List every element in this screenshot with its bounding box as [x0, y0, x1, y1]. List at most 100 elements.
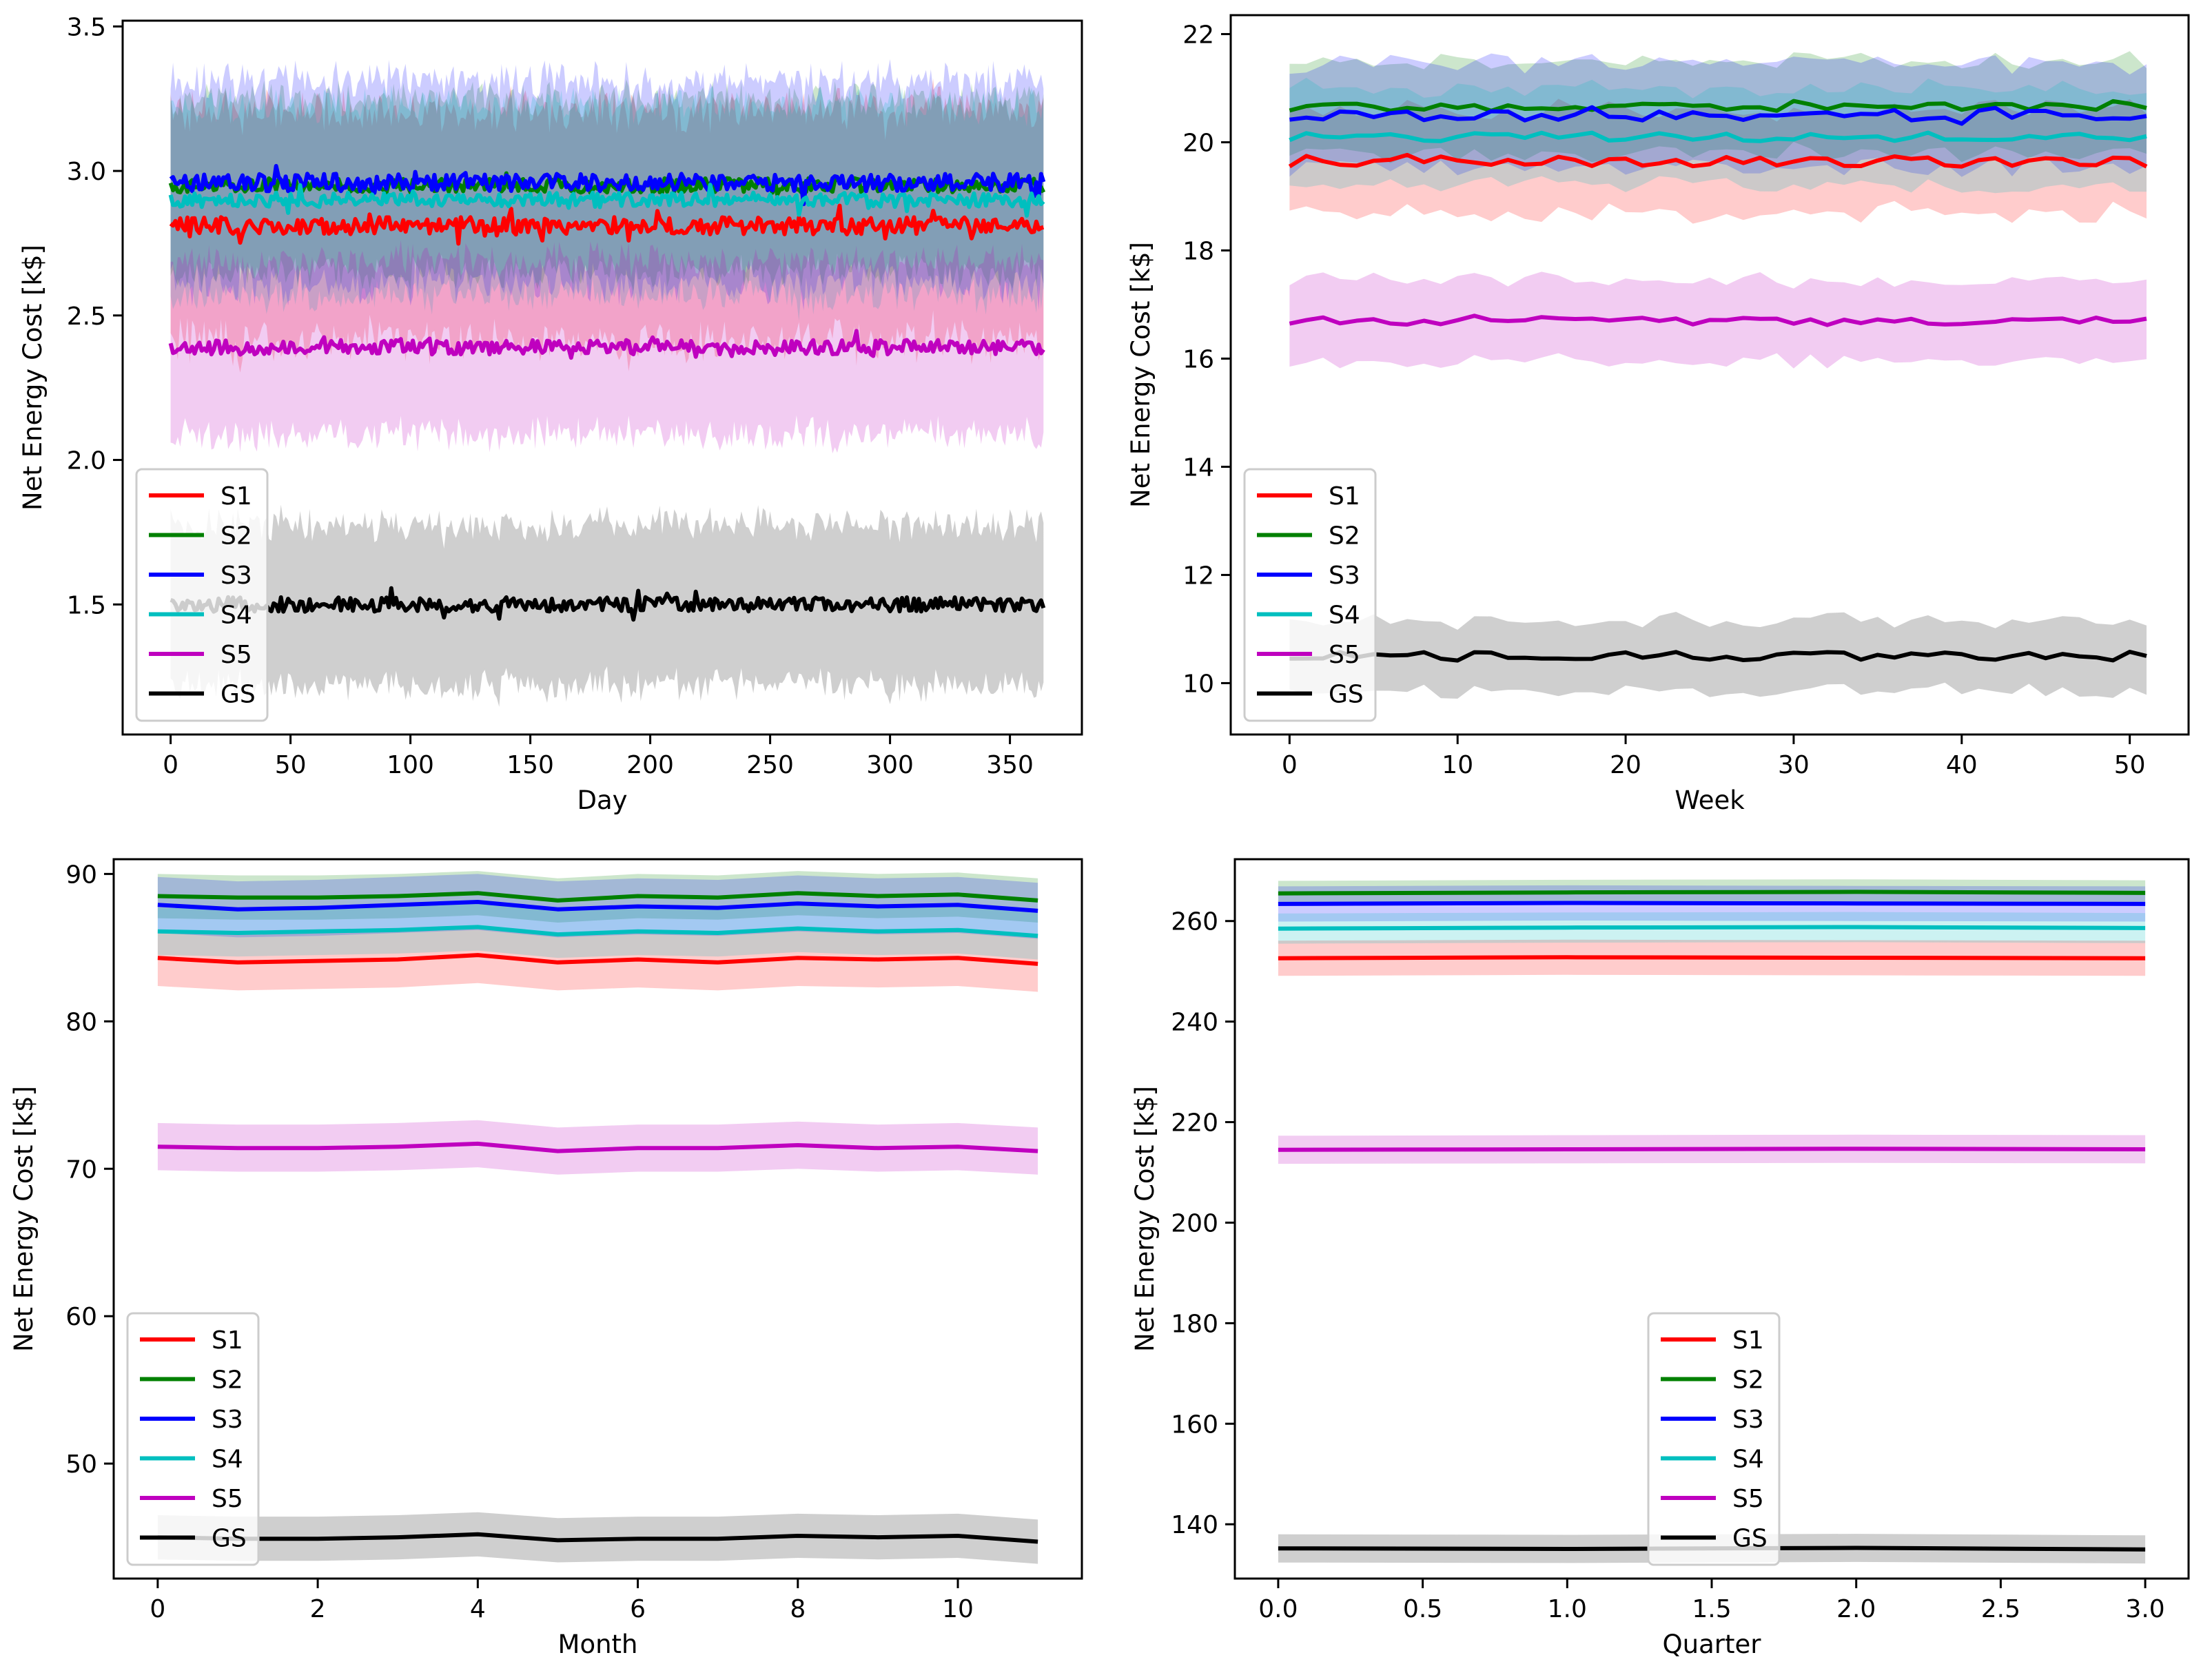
band-s4 [170, 85, 1044, 321]
legend: S1 S2 S3 S4 S5 GS [126, 1312, 260, 1566]
y-tick-label: 160 [1171, 1410, 1218, 1439]
series-line-s5[interactable] [1278, 1147, 2146, 1152]
x-tick-label: 50 [2114, 751, 2146, 779]
band-gs [1289, 612, 2147, 699]
plot-area [1288, 51, 2148, 699]
x-axis-label: Day [577, 785, 627, 815]
chart-panel-3: 0 2 4 6 8 10 50 60 70 80 90 Month Net Energy Cost [k… [9, 858, 1083, 1659]
y-axis-label: Net Energy Cost [k$] [1130, 1086, 1160, 1352]
x-tick-label: 30 [1778, 751, 1810, 779]
legend-label-s2[interactable]: S2 [1329, 522, 1360, 551]
y-tick-label: 18 [1182, 237, 1214, 265]
x-tick-label: 8 [790, 1595, 806, 1623]
x-tick-label: 300 [866, 751, 914, 779]
legend-label-gs[interactable]: GS [221, 681, 256, 709]
y-tick-label: 60 [65, 1303, 97, 1331]
series-line-s2[interactable] [1278, 890, 2146, 896]
legend-box [135, 468, 269, 722]
y-tick-label: 50 [65, 1450, 97, 1479]
legend-label-s1[interactable]: S1 [221, 482, 252, 511]
legend-label-s3[interactable]: S3 [212, 1406, 243, 1434]
legend-label-gs[interactable]: GS [212, 1525, 247, 1553]
legend-label-s1[interactable]: S1 [1329, 482, 1360, 511]
legend-label-s5[interactable]: S5 [1329, 641, 1360, 669]
legend-label-s4[interactable]: S4 [221, 602, 252, 630]
legend-label-s4[interactable]: S4 [1732, 1446, 1764, 1474]
y-axis-label: Net Energy Cost [k$] [18, 245, 48, 511]
y-tick-label: 12 [1182, 562, 1214, 590]
series-line-s3[interactable] [169, 164, 1046, 207]
legend-box [1243, 468, 1377, 722]
x-axis-label: Quarter [1663, 1630, 1762, 1659]
y-tick-label: 3.0 [67, 158, 106, 186]
x-tick-label: 0 [1282, 751, 1298, 779]
series-line-s3[interactable] [1278, 901, 2146, 906]
y-tick-label: 1.5 [67, 591, 106, 619]
x-tick-label: 40 [1946, 751, 1978, 779]
y-tick-label: 22 [1182, 21, 1214, 49]
x-tick-label: 100 [387, 751, 434, 779]
band-s5 [157, 1120, 1038, 1175]
y-tick-label: 20 [1182, 129, 1214, 157]
series-line-s1[interactable] [1288, 152, 2148, 169]
x-tick-label: 2.5 [1981, 1595, 2020, 1623]
series-line-gs[interactable] [170, 586, 1046, 622]
x-tick-label: 10 [1442, 751, 1473, 779]
legend-label-s2[interactable]: S2 [1732, 1366, 1764, 1395]
series-line-s4[interactable] [1289, 130, 2147, 143]
series-line-s3[interactable] [1289, 105, 2147, 126]
legend-label-gs[interactable]: GS [1329, 681, 1364, 709]
legend-label-s2[interactable]: S2 [221, 522, 252, 551]
legend-label-gs[interactable]: GS [1732, 1525, 1768, 1553]
x-tick-label: 20 [1610, 751, 1641, 779]
series-line-s1[interactable] [169, 203, 1045, 246]
plot-frame [112, 858, 1083, 1580]
x-tick-label: 2 [310, 1595, 326, 1623]
legend-label-s4[interactable]: S4 [1329, 602, 1360, 630]
series-line-gs[interactable] [157, 1532, 1038, 1544]
series-line-s5[interactable] [168, 329, 1045, 360]
series-line-s2[interactable] [157, 891, 1038, 903]
y-tick-label: 16 [1182, 345, 1214, 373]
y-tick-label: 240 [1171, 1009, 1218, 1037]
series-line-s4[interactable] [1278, 925, 2146, 931]
legend-label-s3[interactable]: S3 [1329, 562, 1360, 590]
legend-box [1647, 1312, 1781, 1566]
series-line-s1[interactable] [157, 953, 1038, 966]
legend-label-s3[interactable]: S3 [1732, 1406, 1764, 1434]
series-line-gs[interactable] [1289, 650, 2147, 663]
legend-label-s4[interactable]: S4 [212, 1446, 243, 1474]
series-line-s3[interactable] [157, 900, 1038, 913]
x-tick-label: 0.0 [1258, 1595, 1298, 1623]
x-tick-label: 200 [626, 751, 674, 779]
series-line-s4[interactable] [157, 925, 1038, 938]
legend: S1 S2 S3 S4 S5 GS [1243, 468, 1377, 722]
series-line-s1[interactable] [1278, 955, 2146, 961]
legend-label-s1[interactable]: S1 [1732, 1326, 1764, 1355]
series-line-s4[interactable] [168, 183, 1045, 218]
legend-label-s2[interactable]: S2 [212, 1366, 243, 1395]
y-axis-label: Net Energy Cost [k$] [9, 1086, 39, 1352]
y-tick-label: 2.0 [67, 447, 106, 475]
chart-panel-2: 0 10 20 30 40 50 10 12 14 16 18 20 22 Week Net Energy … [1126, 14, 2190, 815]
series-line-s5[interactable] [1289, 314, 2147, 327]
y-tick-label: 3.5 [67, 13, 106, 41]
x-tick-label: 3.0 [2125, 1595, 2164, 1623]
x-tick-label: 10 [942, 1595, 974, 1623]
legend-label-s5[interactable]: S5 [221, 641, 252, 669]
chart-panel-4: 0.0 0.5 1.0 1.5 2.0 2.5 3.0 140 160 180 200 220 240 2… [1130, 858, 2190, 1659]
legend-box [126, 1312, 260, 1566]
legend-label-s1[interactable]: S1 [212, 1326, 243, 1355]
legend-label-s5[interactable]: S5 [1732, 1485, 1764, 1513]
x-tick-label: 0.5 [1403, 1595, 1442, 1623]
series-line-s2[interactable] [1289, 99, 2147, 113]
x-tick-label: 1.0 [1548, 1595, 1587, 1623]
y-tick-label: 14 [1182, 453, 1214, 482]
y-tick-label: 140 [1171, 1511, 1218, 1539]
series-line-s5[interactable] [157, 1141, 1038, 1153]
legend-label-s3[interactable]: S3 [221, 562, 252, 590]
plot-area [157, 871, 1038, 1564]
legend: S1 S2 S3 S4 S5 GS [1647, 1312, 1781, 1566]
legend-label-s5[interactable]: S5 [212, 1485, 243, 1513]
